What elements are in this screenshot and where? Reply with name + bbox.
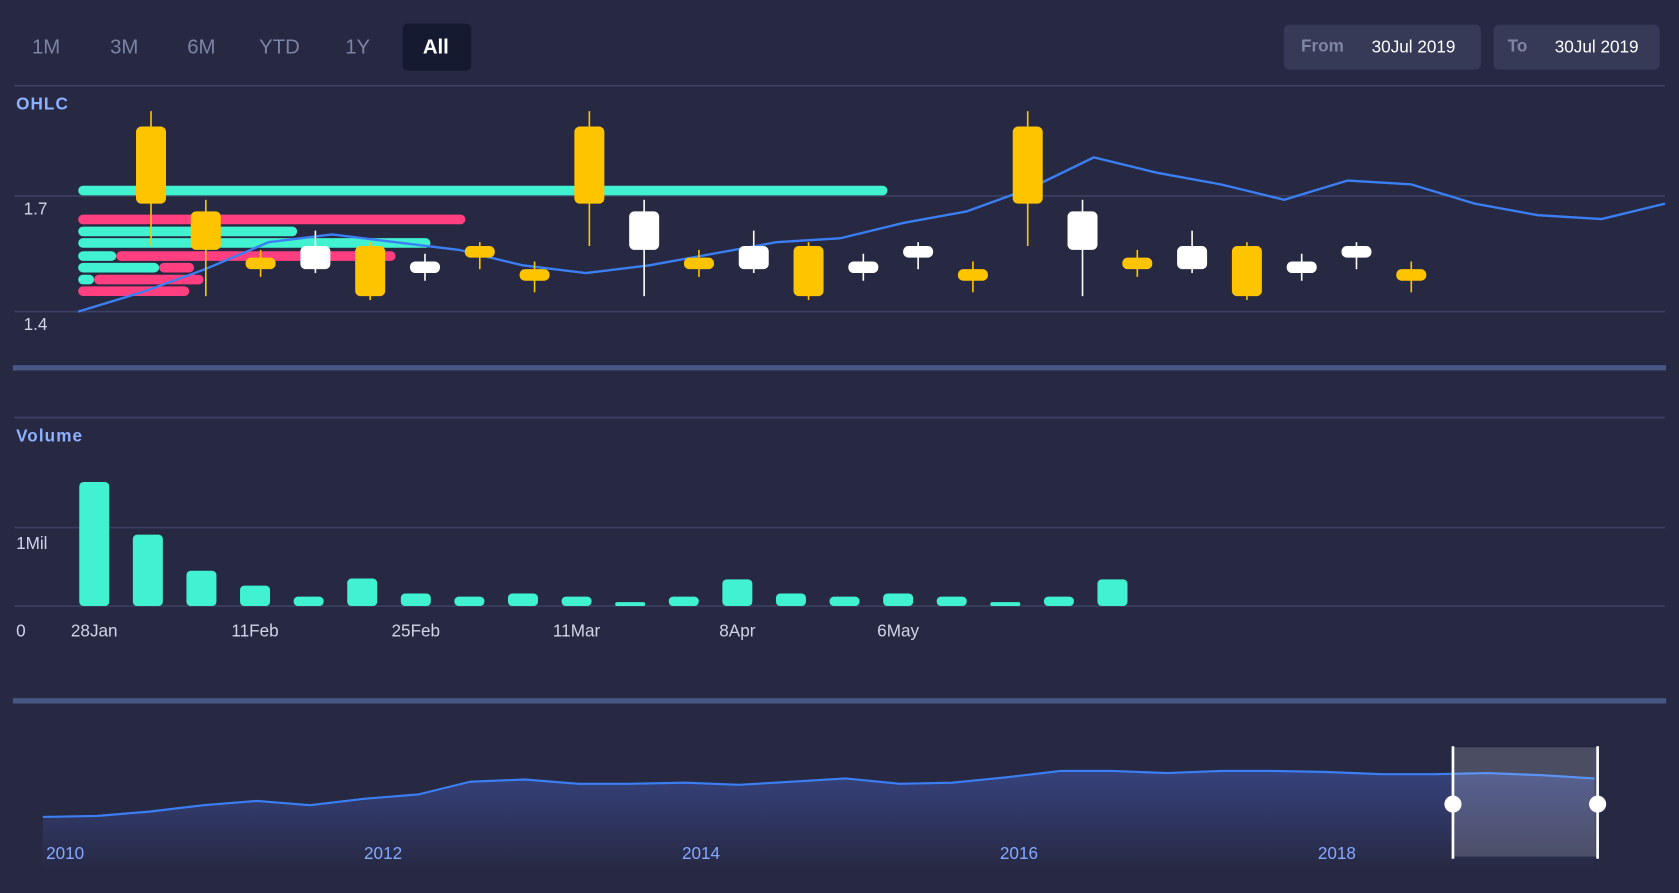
candle-body [409, 261, 440, 274]
candle-body [245, 257, 276, 270]
candle-body [903, 246, 934, 258]
profile-down-bar [94, 274, 204, 285]
y-tick-label: 1Mil [16, 533, 47, 553]
range-button[interactable]: 3M [110, 37, 138, 59]
candle-body [1177, 246, 1208, 270]
profile-down-bar [78, 286, 190, 296]
selection-handle[interactable] [1444, 795, 1462, 813]
volume-bar [1097, 579, 1128, 607]
volume-bar [668, 596, 699, 607]
candle-body [629, 211, 660, 250]
candle-body [1122, 257, 1153, 270]
volume-bar [1043, 596, 1074, 607]
selection-window[interactable] [1452, 747, 1598, 857]
volume-bar [79, 481, 110, 607]
volume-bar [347, 578, 378, 607]
profile-up-bar [78, 274, 95, 285]
x-tick-label: 11Mar [553, 620, 601, 640]
profile-up-bar [78, 251, 117, 261]
candle-body [1231, 246, 1262, 297]
range-buttons: 1M 3M 6M YTD 1Y All [32, 23, 472, 71]
candle-body [793, 246, 824, 297]
candle-body [957, 269, 988, 281]
profile-up-bar [78, 226, 298, 237]
x-tick-label: 2010 [46, 843, 84, 863]
candle-body [683, 257, 714, 270]
volume-bar [507, 593, 538, 607]
volume-bar [132, 534, 163, 607]
candle-body [1341, 246, 1372, 258]
range-button[interactable]: All [423, 37, 449, 59]
volume-bar [936, 596, 967, 607]
x-tick-label: 11Feb [231, 620, 278, 640]
x-tick-label: 2018 [1318, 843, 1356, 863]
y-tick-label: 0 [16, 620, 26, 640]
volume-bar [454, 596, 485, 607]
candle-body [848, 261, 879, 274]
to-date: 30Jul 2019 [1555, 37, 1639, 57]
volume-bar [990, 602, 1021, 607]
range-button[interactable]: 1Y [345, 37, 370, 59]
volume-title: Volume [16, 425, 83, 445]
to-label: To [1508, 36, 1528, 56]
volume-bar [561, 596, 592, 607]
candle-body [574, 126, 605, 204]
volume-bar [615, 602, 646, 607]
x-tick-label: 25Feb [392, 620, 441, 640]
y-tick-label: 1.7 [24, 198, 48, 218]
candle-body [355, 246, 386, 297]
range-button[interactable]: 1M [32, 37, 60, 59]
candle-body [464, 246, 495, 258]
range-button[interactable]: 6M [187, 37, 215, 59]
selection-handle[interactable] [1589, 795, 1607, 813]
pane-separator [12, 365, 1667, 371]
navigator-line [42, 769, 1595, 819]
profile-up-bar [78, 185, 888, 196]
from-box[interactable] [1283, 24, 1481, 70]
to-box[interactable] [1493, 24, 1660, 70]
volume-bar [829, 596, 860, 607]
pane-separator [12, 698, 1667, 704]
from-date: 30Jul 2019 [1372, 37, 1456, 57]
ohlc-title: OHLC [16, 93, 69, 113]
profile-down-bar [159, 262, 195, 273]
profile-down-bar [78, 214, 466, 225]
volume-bar [883, 593, 914, 607]
candle-body [519, 269, 550, 281]
volume-bar [240, 585, 271, 607]
profile-up-bar [78, 262, 160, 273]
candle-body [1067, 211, 1098, 250]
x-tick-label: 28Jan [71, 620, 118, 640]
volume-bar [186, 570, 217, 607]
volume-bar [722, 579, 753, 607]
candle-body [1012, 126, 1043, 204]
candle-body [136, 126, 167, 204]
volume-bar [400, 593, 431, 607]
selected-button-bg[interactable] [402, 23, 472, 71]
x-tick-label: 2016 [1000, 843, 1038, 863]
candle-body [1286, 261, 1317, 274]
y-tick-label: 1.4 [24, 314, 48, 334]
navigator: 2010 2012 2014 2016 2018 [42, 746, 1607, 870]
x-tick-label: 2012 [364, 843, 402, 863]
x-tick-label: 8Apr [719, 620, 755, 640]
range-button[interactable]: YTD [259, 37, 300, 59]
moving-average-line [77, 156, 1666, 313]
candle-body [190, 211, 221, 250]
from-label: From [1301, 36, 1344, 56]
navigator-area [42, 770, 1595, 870]
volume-bar [293, 596, 324, 607]
x-tick-label: 6May [877, 620, 919, 640]
volume-bar [775, 593, 806, 607]
candle-body [300, 246, 331, 270]
x-tick-label: 2014 [682, 843, 721, 863]
candle-body [1396, 269, 1427, 281]
ohlc-chart: 1.4 1.7 [13, 111, 1666, 334]
volume-chart: 0 1Mil 28Jan 11Feb 25Feb 11Mar 8Apr 6May [13, 481, 1666, 640]
profile-up-bar [78, 238, 431, 248]
candle-body [738, 246, 769, 270]
